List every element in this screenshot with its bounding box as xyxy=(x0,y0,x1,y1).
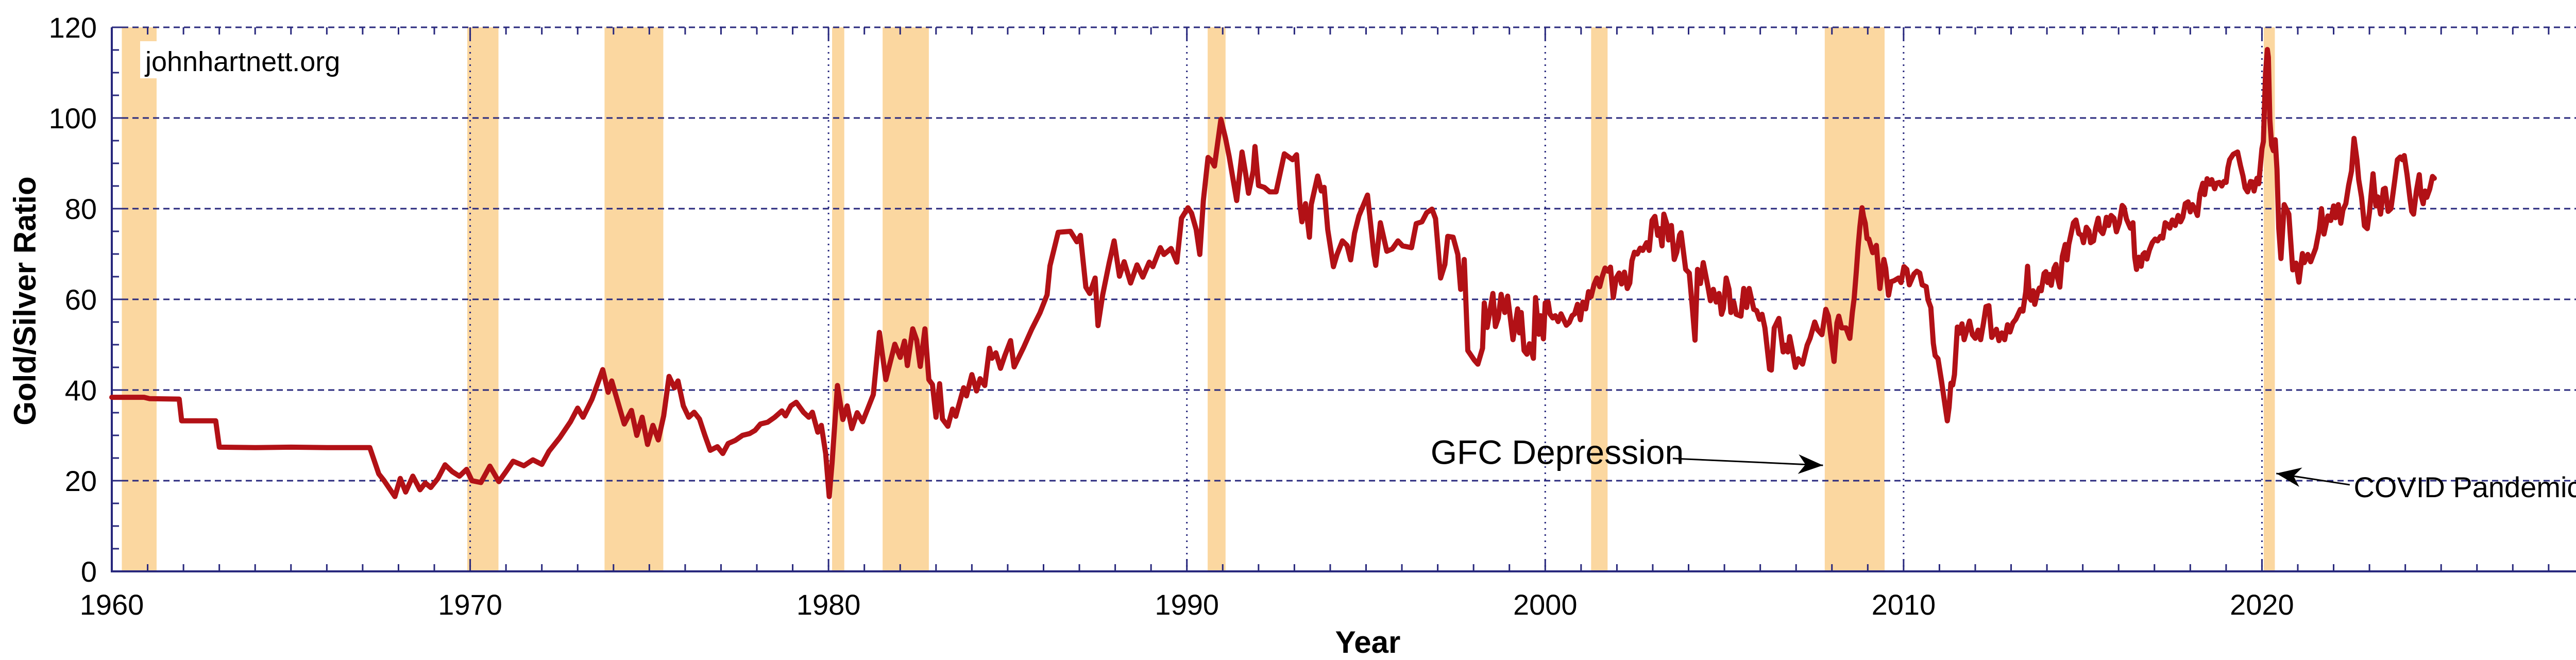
covid-arrowhead xyxy=(2276,467,2302,487)
x-tick-label: 1960 xyxy=(80,588,144,621)
x-axis-title: Year xyxy=(1335,625,1401,659)
y-axis-title: Gold/Silver Ratio xyxy=(8,176,42,426)
x-tick-label: 1970 xyxy=(438,588,502,621)
y-tick-label: 40 xyxy=(65,374,97,407)
y-tick-label: 80 xyxy=(65,193,97,225)
x-tick-label: 1980 xyxy=(796,588,861,621)
y-tick-label: 20 xyxy=(65,465,97,497)
gfc-arrow-line xyxy=(1672,458,1823,466)
y-tick-label: 60 xyxy=(65,283,97,316)
y-tick-label: 100 xyxy=(49,102,97,134)
x-tick-label: 1990 xyxy=(1155,588,1219,621)
x-tick-label: 2000 xyxy=(1513,588,1578,621)
gfc-arrowhead xyxy=(1798,454,1823,474)
watermark-box xyxy=(140,41,339,78)
x-tick-label: 2010 xyxy=(1872,588,1936,621)
recession-band xyxy=(604,27,664,571)
ratio-line xyxy=(109,47,2437,499)
watermark-text: johnhartnett.org xyxy=(144,46,340,77)
y-tick-label: 120 xyxy=(49,11,97,44)
covid-label: COVID Pandemic xyxy=(2353,471,2576,503)
y-tick-label: 0 xyxy=(81,555,97,588)
gfc-label: GFC Depression xyxy=(1431,433,1684,471)
x-tick-label: 2020 xyxy=(2230,588,2294,621)
